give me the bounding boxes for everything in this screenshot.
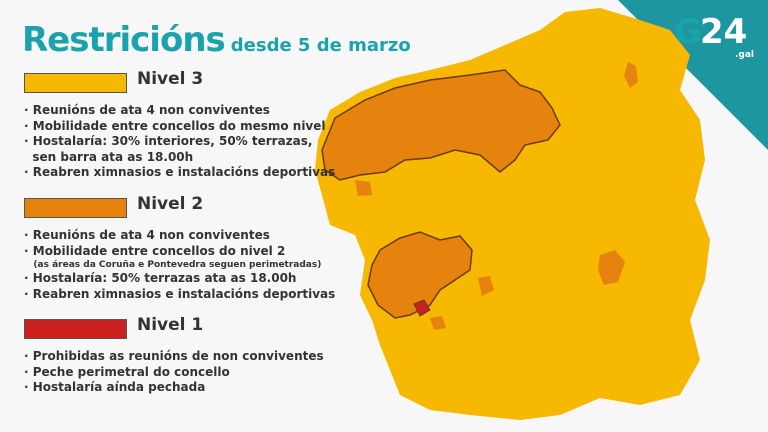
- swatch-nivel3: [24, 73, 127, 93]
- spot-nivel2: [624, 62, 638, 88]
- nivel1-list: Prohibidas as reunións de non convivente…: [24, 349, 324, 396]
- swatch-nivel2: [24, 198, 127, 218]
- spot-nivel2: [478, 276, 494, 296]
- swatch-nivel1: [24, 319, 127, 339]
- region-nivel3: [315, 8, 710, 420]
- nivel3-list: Reunións de ata 4 non conviventes Mobili…: [24, 103, 335, 181]
- region-nivel2-south: [367, 231, 473, 319]
- spot-nivel2: [598, 250, 625, 285]
- nivel2-list: Reunións de ata 4 non conviventes Mobili…: [24, 228, 336, 302]
- page-title: Restricións desde 5 de marzo: [22, 20, 411, 60]
- spot-nivel2: [430, 316, 446, 330]
- region-nivel2-north: [321, 69, 561, 181]
- g24-logo: G 24 .gal: [674, 12, 754, 60]
- region-nivel1: [413, 299, 431, 317]
- spot-nivel2: [355, 180, 372, 196]
